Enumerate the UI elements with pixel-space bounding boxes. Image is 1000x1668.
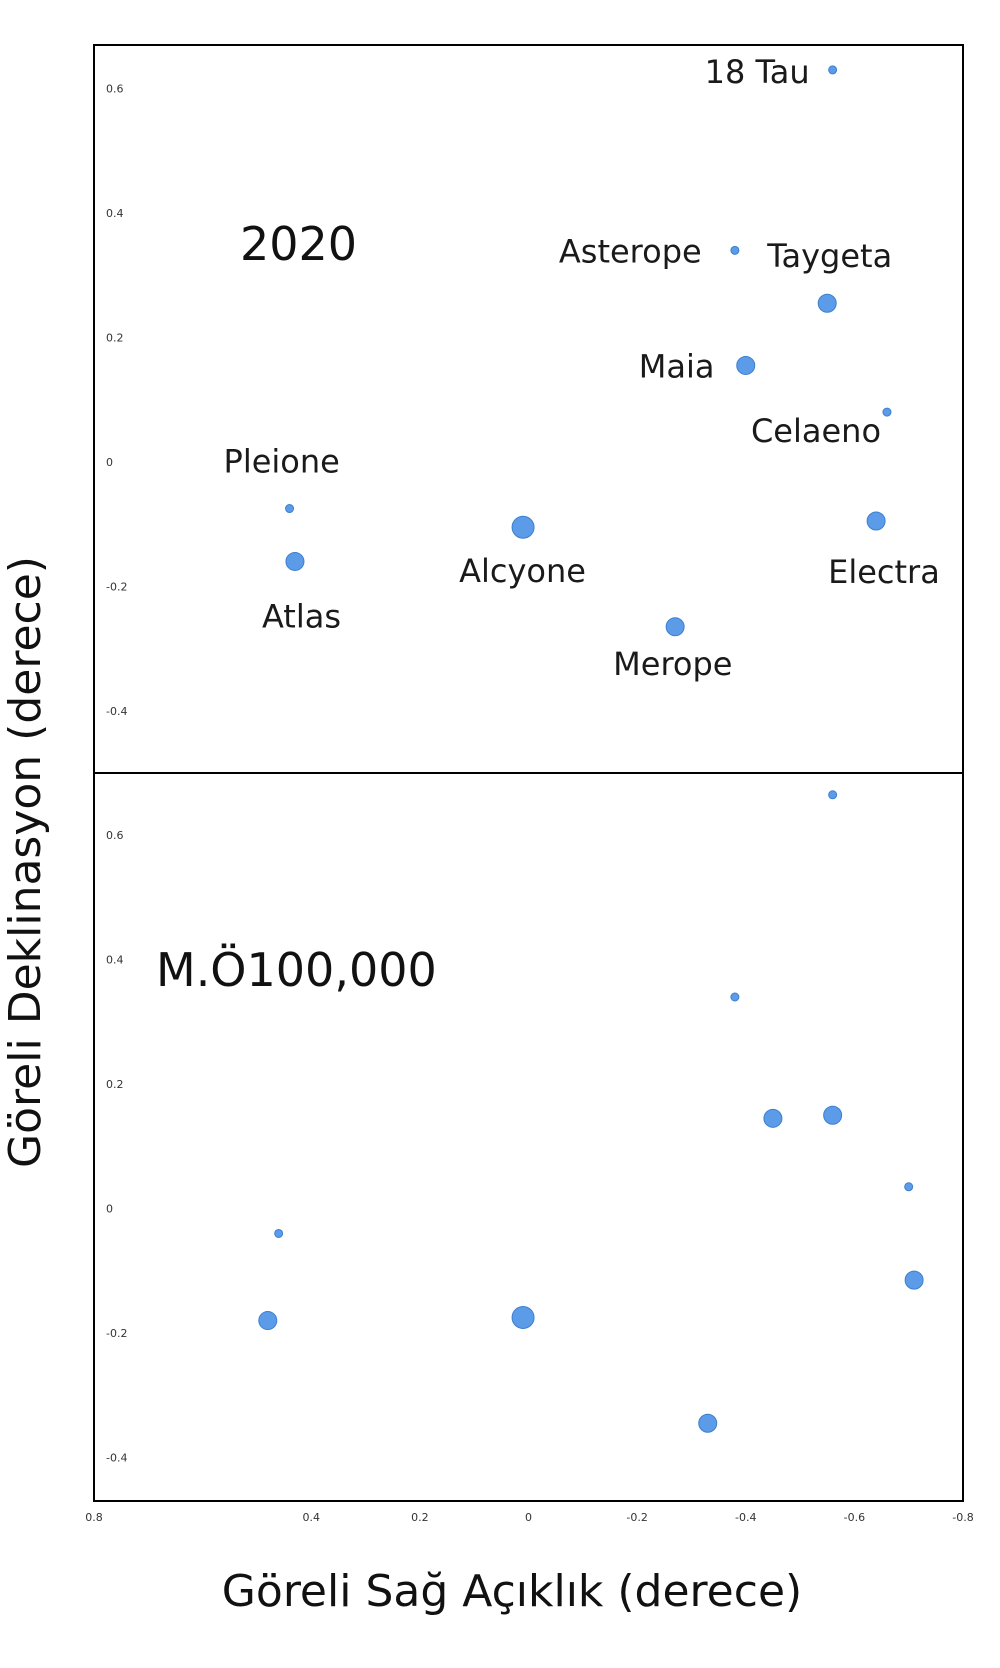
star-point — [258, 1311, 278, 1331]
star-point — [274, 1228, 284, 1238]
star-label: Electra — [828, 553, 940, 591]
star-point — [511, 1305, 535, 1329]
y-tick-label: -0.4 — [106, 1451, 127, 1464]
star-point — [866, 511, 886, 531]
star-point — [285, 504, 295, 514]
x-tick-label: -0.8 — [952, 1511, 973, 1524]
star-point — [698, 1413, 718, 1433]
top-panel-frame — [93, 44, 964, 774]
x-tick-label: -0.6 — [844, 1511, 865, 1524]
star-point — [828, 65, 838, 75]
star-label: 18 Tau — [705, 53, 810, 91]
y-tick-label: 0.2 — [106, 331, 124, 344]
star-label: Pleione — [224, 443, 340, 481]
x-tick-label: 0 — [525, 1511, 532, 1524]
star-point — [817, 293, 837, 313]
y-axis-title: Göreli Deklinasyon (derece) — [0, 556, 51, 1168]
y-tick-label: 0.6 — [106, 83, 124, 96]
star-label: Celaeno — [751, 412, 881, 450]
top-panel-title: 2020 — [240, 217, 357, 271]
star-point — [730, 245, 740, 255]
x-tick-label: -0.2 — [626, 1511, 647, 1524]
star-point — [823, 1105, 843, 1125]
x-axis-title: Göreli Sağ Açıklık (derece) — [222, 1566, 802, 1617]
star-label: Asterope — [559, 232, 702, 270]
star-point — [285, 551, 305, 571]
star-point — [763, 1108, 783, 1128]
star-point — [665, 617, 685, 637]
star-label: Alcyone — [459, 552, 586, 590]
bottom-panel-frame — [93, 772, 964, 1502]
x-tick-label: 0.4 — [303, 1511, 321, 1524]
y-tick-label: 0.6 — [106, 829, 124, 842]
star-point — [828, 790, 838, 800]
x-tick-label: 0.2 — [411, 1511, 429, 1524]
star-point — [730, 992, 740, 1002]
star-label: Taygeta — [766, 237, 892, 275]
bottom-panel-title: M.Ö100,000 — [156, 943, 437, 997]
star-point — [904, 1182, 914, 1192]
star-point — [882, 407, 892, 417]
y-tick-label: 0.4 — [106, 207, 124, 220]
y-tick-label: -0.4 — [106, 705, 127, 718]
x-tick-label: 0.8 — [85, 1511, 103, 1524]
x-tick-label: -0.4 — [735, 1511, 756, 1524]
star-point — [736, 355, 756, 375]
y-tick-label: 0 — [106, 456, 113, 469]
y-tick-label: -0.2 — [106, 1327, 127, 1340]
star-point — [511, 515, 535, 539]
star-label: Atlas — [262, 597, 341, 635]
star-label: Maia — [639, 347, 715, 385]
y-tick-label: -0.2 — [106, 580, 127, 593]
y-tick-label: 0.4 — [106, 954, 124, 967]
y-tick-label: 0 — [106, 1203, 113, 1216]
y-tick-label: 0.2 — [106, 1078, 124, 1091]
star-label: Merope — [613, 645, 732, 683]
star-point — [904, 1270, 924, 1290]
